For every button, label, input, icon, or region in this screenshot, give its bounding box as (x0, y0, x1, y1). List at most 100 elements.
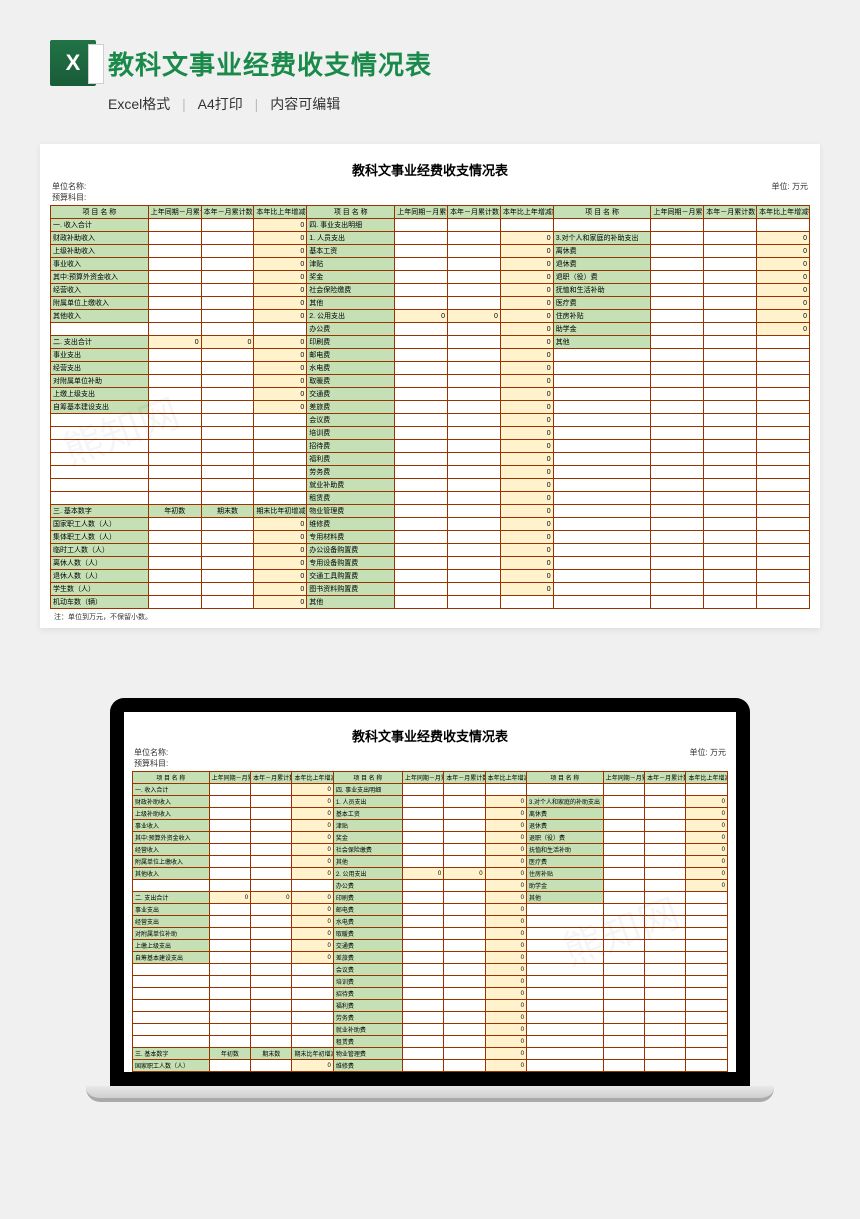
cell-diff: 0 (686, 820, 728, 832)
cell-curr (201, 310, 254, 323)
cell-curr (448, 531, 501, 544)
row-label: 抚恤和生活补助 (553, 284, 651, 297)
cell-diff (254, 466, 307, 479)
cell-prev (603, 880, 644, 892)
cell-diff: 0 (254, 219, 307, 232)
cell-curr (251, 820, 292, 832)
cell-curr (201, 284, 254, 297)
row-label: 自筹基本建设支出 (51, 401, 149, 414)
cell-diff: 0 (500, 544, 553, 557)
row-label: 事业支出 (133, 904, 210, 916)
cell-diff (485, 784, 526, 796)
cell-curr (201, 297, 254, 310)
table-row: 租赁费0 (51, 492, 810, 505)
cell-curr (645, 880, 686, 892)
row-label: 附属单位上缴收入 (51, 297, 149, 310)
cell-prev (402, 952, 443, 964)
cell-diff: 0 (292, 916, 333, 928)
header-row: 项 目 名 称 上年同期－月累计数 本年－月累计数 本年比上年增减额 项 目 名… (133, 772, 728, 784)
table-row: 财政补助收入01. 人员支出03.对个人和家庭的补助支出0 (133, 796, 728, 808)
cell-diff: 0 (757, 284, 810, 297)
cell-diff (292, 988, 333, 1000)
cell-curr (251, 1060, 292, 1072)
sheet-title: 教科文事业经费收支情况表 (50, 154, 810, 181)
table-row: 福利费 0 (133, 1000, 728, 1012)
cell-curr (201, 323, 254, 336)
cell-diff (254, 414, 307, 427)
cell-diff: 0 (500, 258, 553, 271)
cell-prev (395, 245, 448, 258)
row-label (51, 479, 149, 492)
cell-prev (651, 336, 704, 349)
row-label: 劳务费 (333, 1012, 402, 1024)
cell-curr (444, 1012, 485, 1024)
cell-curr (448, 453, 501, 466)
sub-header: 期末比年初增减数 (292, 1048, 333, 1060)
row-label (133, 988, 210, 1000)
sub-header: 年初数 (209, 1048, 250, 1060)
cell-curr (251, 940, 292, 952)
cell-diff: 0 (500, 479, 553, 492)
cell-diff: 0 (254, 232, 307, 245)
cell-curr (251, 1036, 292, 1048)
cell-curr (448, 427, 501, 440)
cell-prev (651, 232, 704, 245)
row-label: 社会保险缴费 (333, 844, 402, 856)
row-label: 专用材料费 (333, 1072, 402, 1073)
row-label: 招待费 (307, 440, 395, 453)
cell-curr (201, 479, 254, 492)
cell-prev (402, 892, 443, 904)
row-label: 福利费 (333, 1000, 402, 1012)
cell-curr (704, 219, 757, 232)
row-label (133, 964, 210, 976)
cell-prev (651, 297, 704, 310)
cell-prev (402, 820, 443, 832)
row-label: 培训费 (307, 427, 395, 440)
cell-curr (201, 596, 254, 609)
row-label: 事业收入 (133, 820, 210, 832)
cell-curr (251, 988, 292, 1000)
cell-diff: 0 (686, 844, 728, 856)
cell-curr (201, 518, 254, 531)
cell-prev (395, 531, 448, 544)
cell-diff: 0 (485, 820, 526, 832)
cell-diff: 0 (500, 349, 553, 362)
excel-icon: X (50, 40, 96, 86)
sub-header: 期末比年初增减数 (254, 505, 307, 518)
cell-diff: 0 (485, 1048, 526, 1060)
cell-curr (444, 1000, 485, 1012)
row-label: 经营收入 (51, 284, 149, 297)
cell-curr (201, 414, 254, 427)
row-label: 上缴上级支出 (51, 388, 149, 401)
cell-curr (251, 808, 292, 820)
cell-diff: 0 (292, 952, 333, 964)
row-label: 印刷费 (307, 336, 395, 349)
cell-diff: 0 (292, 892, 333, 904)
row-label: 二. 支出合计 (51, 336, 149, 349)
cell-prev (148, 557, 201, 570)
cell-diff (292, 880, 333, 892)
cell-prev (402, 880, 443, 892)
cell-prev (395, 258, 448, 271)
cell-diff: 0 (686, 868, 728, 880)
row-label: 一. 收入合计 (51, 219, 149, 232)
cell-curr: 0 (201, 336, 254, 349)
cell-diff (254, 323, 307, 336)
cell-diff: 0 (485, 1000, 526, 1012)
cell-prev (209, 988, 250, 1000)
cell-curr (201, 258, 254, 271)
cell-prev (395, 284, 448, 297)
table-row: 招待费0 (133, 988, 728, 1000)
cell-diff: 0 (254, 362, 307, 375)
cell-prev (148, 479, 201, 492)
cell-diff: 0 (254, 284, 307, 297)
row-label: 经营收入 (133, 844, 210, 856)
col-name: 项 目 名 称 (307, 206, 395, 219)
row-label: 取暖费 (333, 928, 402, 940)
cell-curr (444, 1024, 485, 1036)
cell-diff: 0 (292, 1060, 333, 1072)
row-label: 退职（役）费 (527, 832, 604, 844)
row-label: 物业管理费 (333, 1048, 402, 1060)
cell-diff: 0 (254, 310, 307, 323)
row-label: 1. 人员支出 (333, 796, 402, 808)
